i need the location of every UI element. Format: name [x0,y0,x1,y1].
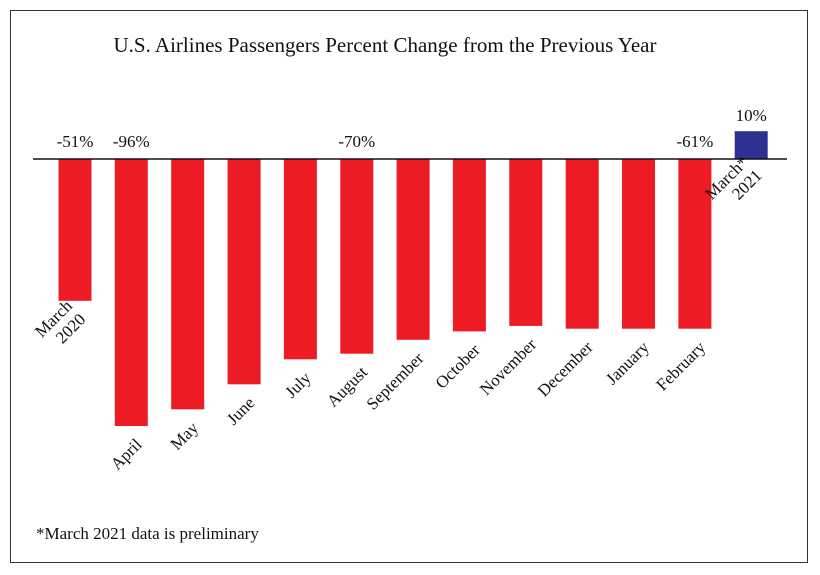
bar-5 [283,159,317,360]
category-label-line: August [323,362,371,410]
bar-13 [734,131,768,159]
category-label-line: May [167,418,203,454]
category-label-9: November [476,335,540,399]
data-label-12: -61% [676,132,713,151]
category-label-2: April [107,435,146,474]
category-label-line: February [652,337,709,394]
data-label-1: -51% [57,132,94,151]
bar-2 [114,159,148,426]
bar-9 [509,159,543,326]
bar-3 [171,159,205,410]
footnote: *March 2021 data is preliminary [36,524,259,543]
category-label-5: July [281,368,315,402]
category-label-line: September [363,348,428,413]
category-label-6: August [323,362,371,410]
category-label-4: June [223,393,258,428]
category-label-10: December [534,337,597,400]
bar-8 [452,159,486,332]
bar-1 [58,159,92,301]
bar-11 [622,159,655,329]
value-labels-group: -51% -96% -70% -61% 10% [57,106,767,151]
data-label-13: 10% [736,106,767,125]
category-label-line: June [223,393,258,428]
category-label-line: January [602,337,653,388]
category-label-11: January [602,337,653,388]
category-label-line: November [476,335,540,399]
bar-6 [340,159,374,354]
bar-4 [227,159,261,385]
data-label-2: -96% [113,132,150,151]
category-label-3: May [167,418,203,454]
chart-title: U.S. Airlines Passengers Percent Change … [113,33,656,57]
category-label-7: September [363,348,428,413]
category-label-line: April [107,435,146,474]
bars-group [58,131,768,426]
bar-7 [396,159,430,340]
bar-10 [565,159,599,329]
bar-12 [678,159,712,329]
data-label-6: -70% [338,132,375,151]
category-label-12: February [652,337,709,394]
category-label-line: December [534,337,597,400]
category-label-line: July [281,368,315,402]
